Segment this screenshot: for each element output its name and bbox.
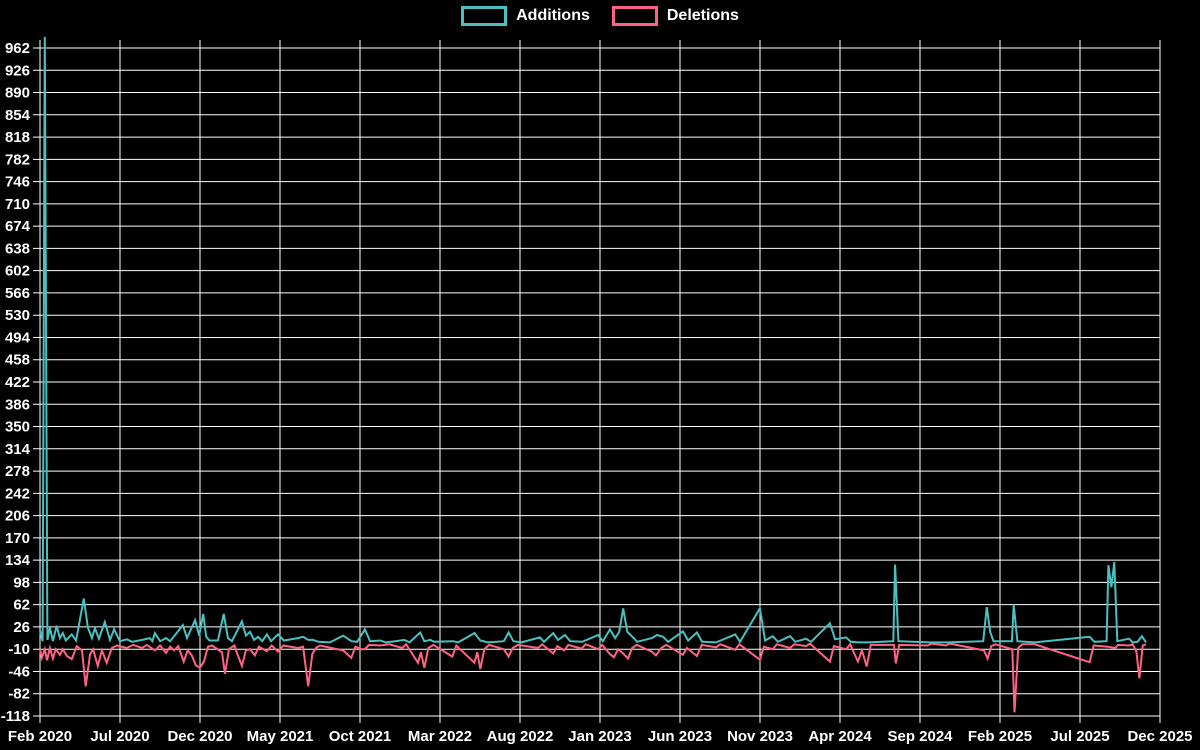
y-tick-label: 422 [5,374,30,391]
x-tick-label: Dec 2020 [167,728,232,745]
y-tick-label: 530 [5,307,30,324]
deletions-legend-swatch [611,6,658,26]
x-tick-label: Jul 2020 [90,728,149,745]
y-tick-label: 386 [5,396,30,413]
y-tick-label: -118 [1,708,30,725]
y-tick-label: 566 [5,285,30,302]
y-tick-label: 710 [5,196,30,213]
x-tick-label: Feb 2020 [8,728,72,745]
y-tick-label: 170 [5,530,30,547]
y-tick-label: 314 [5,441,31,458]
x-tick-label: May 2021 [247,728,314,745]
x-tick-label: Feb 2025 [968,728,1032,745]
y-tick-label: 746 [5,174,30,191]
grid-lines [33,40,1161,723]
y-tick-label: 26 [13,619,30,636]
additions-legend-label: Additions [516,7,590,24]
y-tick-label: 134 [5,552,31,569]
x-tick-label: Aug 2022 [487,728,554,745]
x-tick-label: Jun 2023 [648,728,712,745]
y-tick-label: 242 [5,485,30,502]
y-tick-label: 350 [5,419,30,436]
x-tick-label: Nov 2023 [727,728,793,745]
additions-line [39,36,1147,644]
x-tick-label: Jan 2023 [568,728,631,745]
additions-legend-swatch [461,6,508,26]
y-tick-label: 206 [5,508,30,525]
x-tick-label: Sep 2024 [887,728,953,745]
legend-item-additions[interactable]: Additions [461,6,590,26]
x-tick-label: Dec 2025 [1127,728,1192,745]
y-tick-label: 458 [5,352,30,369]
y-tick-label: 926 [5,62,30,79]
y-tick-label: 62 [13,597,30,614]
y-tick-label: 782 [5,151,30,168]
y-tick-label: 494 [5,329,31,346]
y-tick-label: 674 [5,218,31,235]
y-tick-label: 962 [5,40,30,57]
x-tick-label: Jul 2025 [1050,728,1109,745]
y-tick-label: 278 [5,463,30,480]
axis-labels: -118 -82 -46 -10 26 62 98 134 170 206 242 278 314 350… [1,40,1193,745]
y-tick-label: -46 [8,663,30,680]
y-tick-label: 638 [5,240,30,257]
x-tick-label: Oct 2021 [329,728,392,745]
legend-item-deletions[interactable]: Deletions [611,6,739,26]
y-tick-label: 890 [5,85,30,102]
y-tick-label: 818 [5,129,30,146]
y-tick-label: -10 [8,641,30,658]
deletions-line [39,642,1147,713]
y-tick-label: 854 [5,107,31,124]
y-tick-label: 602 [5,263,30,280]
deletions-legend-label: Deletions [666,7,739,24]
chart-legend: Additions Deletions [0,6,1200,26]
y-tick-label: 98 [13,574,30,591]
y-tick-label: -82 [8,686,30,703]
x-tick-label: Apr 2024 [808,728,872,745]
x-tick-label: Mar 2022 [408,728,472,745]
